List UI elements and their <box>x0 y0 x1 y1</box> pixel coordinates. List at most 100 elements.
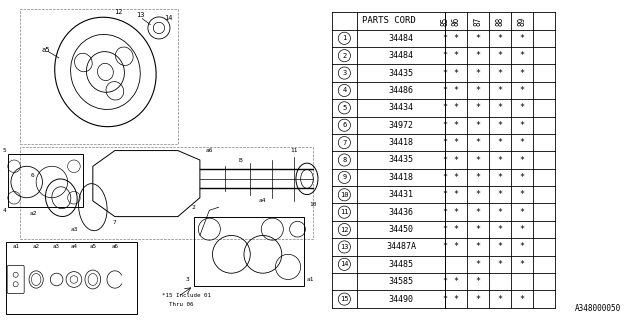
Text: 6: 6 <box>342 122 346 128</box>
Text: *: * <box>454 190 459 199</box>
Text: 13: 13 <box>340 244 349 250</box>
Text: *: * <box>476 260 481 269</box>
Text: *: * <box>454 138 459 147</box>
Text: *: * <box>443 208 447 217</box>
Text: *: * <box>454 243 459 252</box>
Text: *: * <box>520 156 525 164</box>
Text: *: * <box>498 34 503 43</box>
Text: 34431: 34431 <box>388 190 413 199</box>
Text: 85: 85 <box>440 16 450 26</box>
Text: Thru 06: Thru 06 <box>162 302 194 307</box>
Text: 86: 86 <box>452 16 461 26</box>
Text: 3: 3 <box>186 277 189 282</box>
Text: *: * <box>443 34 447 43</box>
Text: *: * <box>476 68 481 77</box>
Text: *: * <box>443 156 447 164</box>
Text: *: * <box>454 173 459 182</box>
Text: 34490: 34490 <box>388 295 413 304</box>
Text: 34434: 34434 <box>388 103 413 112</box>
Text: *: * <box>498 138 503 147</box>
Text: *: * <box>476 34 481 43</box>
Text: *: * <box>443 243 447 252</box>
Text: *: * <box>476 86 481 95</box>
Text: *: * <box>443 103 447 112</box>
Text: *: * <box>443 51 447 60</box>
Text: *: * <box>443 295 447 304</box>
Text: 14: 14 <box>164 15 173 21</box>
Text: a5: a5 <box>90 244 97 249</box>
Text: a3: a3 <box>53 244 60 249</box>
Text: *: * <box>520 51 525 60</box>
Text: *: * <box>454 103 459 112</box>
Text: *: * <box>498 190 503 199</box>
Text: *: * <box>520 295 525 304</box>
Text: 15: 15 <box>340 296 349 302</box>
Text: *: * <box>476 51 481 60</box>
Text: *: * <box>498 243 503 252</box>
Text: 1: 1 <box>342 35 346 41</box>
Text: *: * <box>498 260 503 269</box>
Text: *: * <box>476 208 481 217</box>
Text: 89: 89 <box>518 16 527 26</box>
Text: *: * <box>520 121 525 130</box>
Text: 4: 4 <box>342 87 346 93</box>
Text: 12: 12 <box>114 9 122 15</box>
Text: 34418: 34418 <box>388 138 413 147</box>
Text: *: * <box>443 173 447 182</box>
Text: 34435: 34435 <box>388 68 413 77</box>
Text: 2: 2 <box>342 53 346 59</box>
Text: a1: a1 <box>307 277 314 282</box>
Text: *: * <box>454 225 459 234</box>
Text: 34972: 34972 <box>388 121 413 130</box>
Text: B: B <box>239 157 243 163</box>
Text: 5: 5 <box>342 105 346 111</box>
Text: a4: a4 <box>70 244 77 249</box>
Text: *: * <box>520 190 525 199</box>
Text: *: * <box>476 121 481 130</box>
Text: PARTS CORD: PARTS CORD <box>362 16 415 25</box>
Text: *: * <box>498 295 503 304</box>
Text: *: * <box>498 68 503 77</box>
Text: *: * <box>498 208 503 217</box>
Text: 34450: 34450 <box>388 225 413 234</box>
Text: *: * <box>476 295 481 304</box>
Text: 34485: 34485 <box>388 260 413 269</box>
Text: 10: 10 <box>310 202 317 206</box>
Text: 8: 8 <box>342 157 346 163</box>
Text: *: * <box>476 190 481 199</box>
Text: *: * <box>520 208 525 217</box>
Text: *: * <box>454 121 459 130</box>
Text: 13: 13 <box>136 12 144 18</box>
Text: 3: 3 <box>342 70 346 76</box>
Text: *: * <box>520 34 525 43</box>
Text: *15 Include 01: *15 Include 01 <box>162 293 211 298</box>
Text: 87: 87 <box>474 16 483 26</box>
Text: 34484: 34484 <box>388 34 413 43</box>
Text: *: * <box>454 156 459 164</box>
Text: *: * <box>454 34 459 43</box>
Text: *: * <box>454 86 459 95</box>
Text: a1: a1 <box>12 244 19 249</box>
Text: 34418: 34418 <box>388 173 413 182</box>
Text: *: * <box>443 86 447 95</box>
Text: 34585: 34585 <box>388 277 413 286</box>
Text: *: * <box>476 277 481 286</box>
Text: *: * <box>443 121 447 130</box>
Text: 11: 11 <box>291 148 298 153</box>
Text: *: * <box>476 173 481 182</box>
Text: *: * <box>476 243 481 252</box>
Text: 34484: 34484 <box>388 51 413 60</box>
Text: 7: 7 <box>113 220 116 225</box>
Text: 2: 2 <box>192 205 195 210</box>
Text: *: * <box>443 225 447 234</box>
Text: *: * <box>520 138 525 147</box>
Text: *: * <box>520 103 525 112</box>
Text: 4: 4 <box>3 208 6 213</box>
Text: 11: 11 <box>340 209 349 215</box>
Text: 14: 14 <box>340 261 349 267</box>
Text: *: * <box>498 103 503 112</box>
Text: 7: 7 <box>342 140 346 146</box>
Text: 34435: 34435 <box>388 156 413 164</box>
Text: a2: a2 <box>33 244 40 249</box>
Text: *: * <box>498 156 503 164</box>
